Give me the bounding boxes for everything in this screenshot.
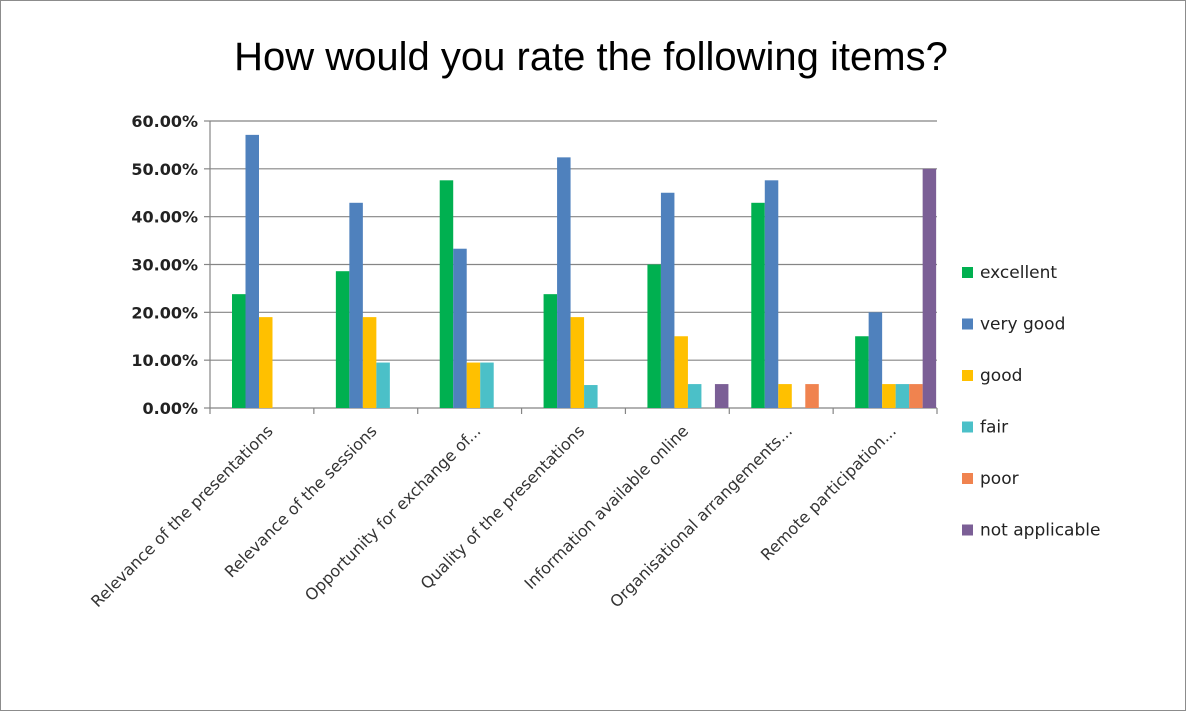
gridlines bbox=[210, 120, 937, 361]
bar-good bbox=[674, 336, 688, 408]
legend-swatch bbox=[962, 524, 973, 536]
legend: excellent very good good fair poor not applic… bbox=[962, 263, 1100, 541]
legend-swatch bbox=[962, 370, 973, 381]
bar-very-good bbox=[245, 134, 259, 408]
x-category-label: Quality of the presentations bbox=[417, 421, 589, 593]
y-tick-label: 40.00% bbox=[131, 208, 198, 227]
chart-title: How would you rate the following items? bbox=[234, 35, 948, 79]
bar-excellent bbox=[751, 202, 765, 408]
bar-poor bbox=[805, 384, 819, 408]
legend-swatch bbox=[962, 473, 973, 484]
x-category-label: Opportunity for exchange of... bbox=[301, 421, 484, 604]
bar-not-applicable bbox=[922, 168, 937, 408]
bar-fair bbox=[687, 384, 702, 408]
legend-label: poor bbox=[980, 469, 1019, 489]
y-tick-label: 50.00% bbox=[131, 160, 198, 179]
bar-excellent bbox=[647, 264, 661, 408]
bar-very-good bbox=[868, 312, 883, 408]
bar-excellent bbox=[232, 294, 246, 408]
bar-excellent bbox=[855, 336, 869, 408]
bar-good bbox=[259, 317, 273, 408]
x-category-label: Organisational arrangements... bbox=[606, 421, 796, 611]
bars bbox=[232, 134, 937, 408]
bar-excellent bbox=[543, 294, 558, 408]
legend-swatch bbox=[962, 421, 973, 433]
legend-label: good bbox=[980, 366, 1022, 386]
y-tick-label: 0.00% bbox=[142, 399, 198, 418]
x-axis-categories: Relevance of the presentationsRelevance … bbox=[87, 421, 900, 611]
bar-good bbox=[570, 317, 585, 408]
y-tick-label: 10.00% bbox=[131, 351, 198, 370]
legend-label: very good bbox=[980, 315, 1065, 335]
bar-good bbox=[882, 384, 896, 408]
bar-not-applicable bbox=[714, 384, 729, 408]
legend-swatch bbox=[962, 267, 973, 278]
bar-very-good bbox=[764, 180, 779, 408]
bar-fair bbox=[376, 362, 390, 408]
bar-good bbox=[466, 362, 481, 408]
y-tick-label: 60.00% bbox=[131, 112, 198, 131]
legend-label: fair bbox=[980, 418, 1008, 438]
bar-fair bbox=[895, 384, 910, 408]
legend-swatch bbox=[962, 318, 973, 330]
bar-very-good bbox=[660, 192, 675, 408]
bar-fair bbox=[480, 362, 494, 408]
x-category-label: Relevance of the presentations bbox=[87, 421, 277, 611]
legend-label: excellent bbox=[980, 263, 1057, 283]
bar-poor bbox=[909, 384, 923, 408]
bar-good bbox=[778, 384, 792, 408]
bar-excellent bbox=[335, 271, 350, 408]
legend-label: not applicable bbox=[980, 521, 1100, 541]
y-tick-label: 30.00% bbox=[131, 256, 198, 275]
y-axis-ticks: 0.00% 10.00% 20.00% 30.00% 40.00% 50.00% 60.00… bbox=[131, 112, 198, 418]
bar-very-good bbox=[557, 157, 571, 408]
bar-good bbox=[362, 317, 377, 408]
x-category-label: Information available online bbox=[520, 421, 692, 593]
bar-fair bbox=[584, 385, 598, 408]
y-tick-label: 20.00% bbox=[131, 303, 198, 322]
bar-very-good bbox=[453, 248, 467, 408]
bar-very-good bbox=[349, 202, 363, 408]
bar-excellent bbox=[439, 180, 454, 408]
